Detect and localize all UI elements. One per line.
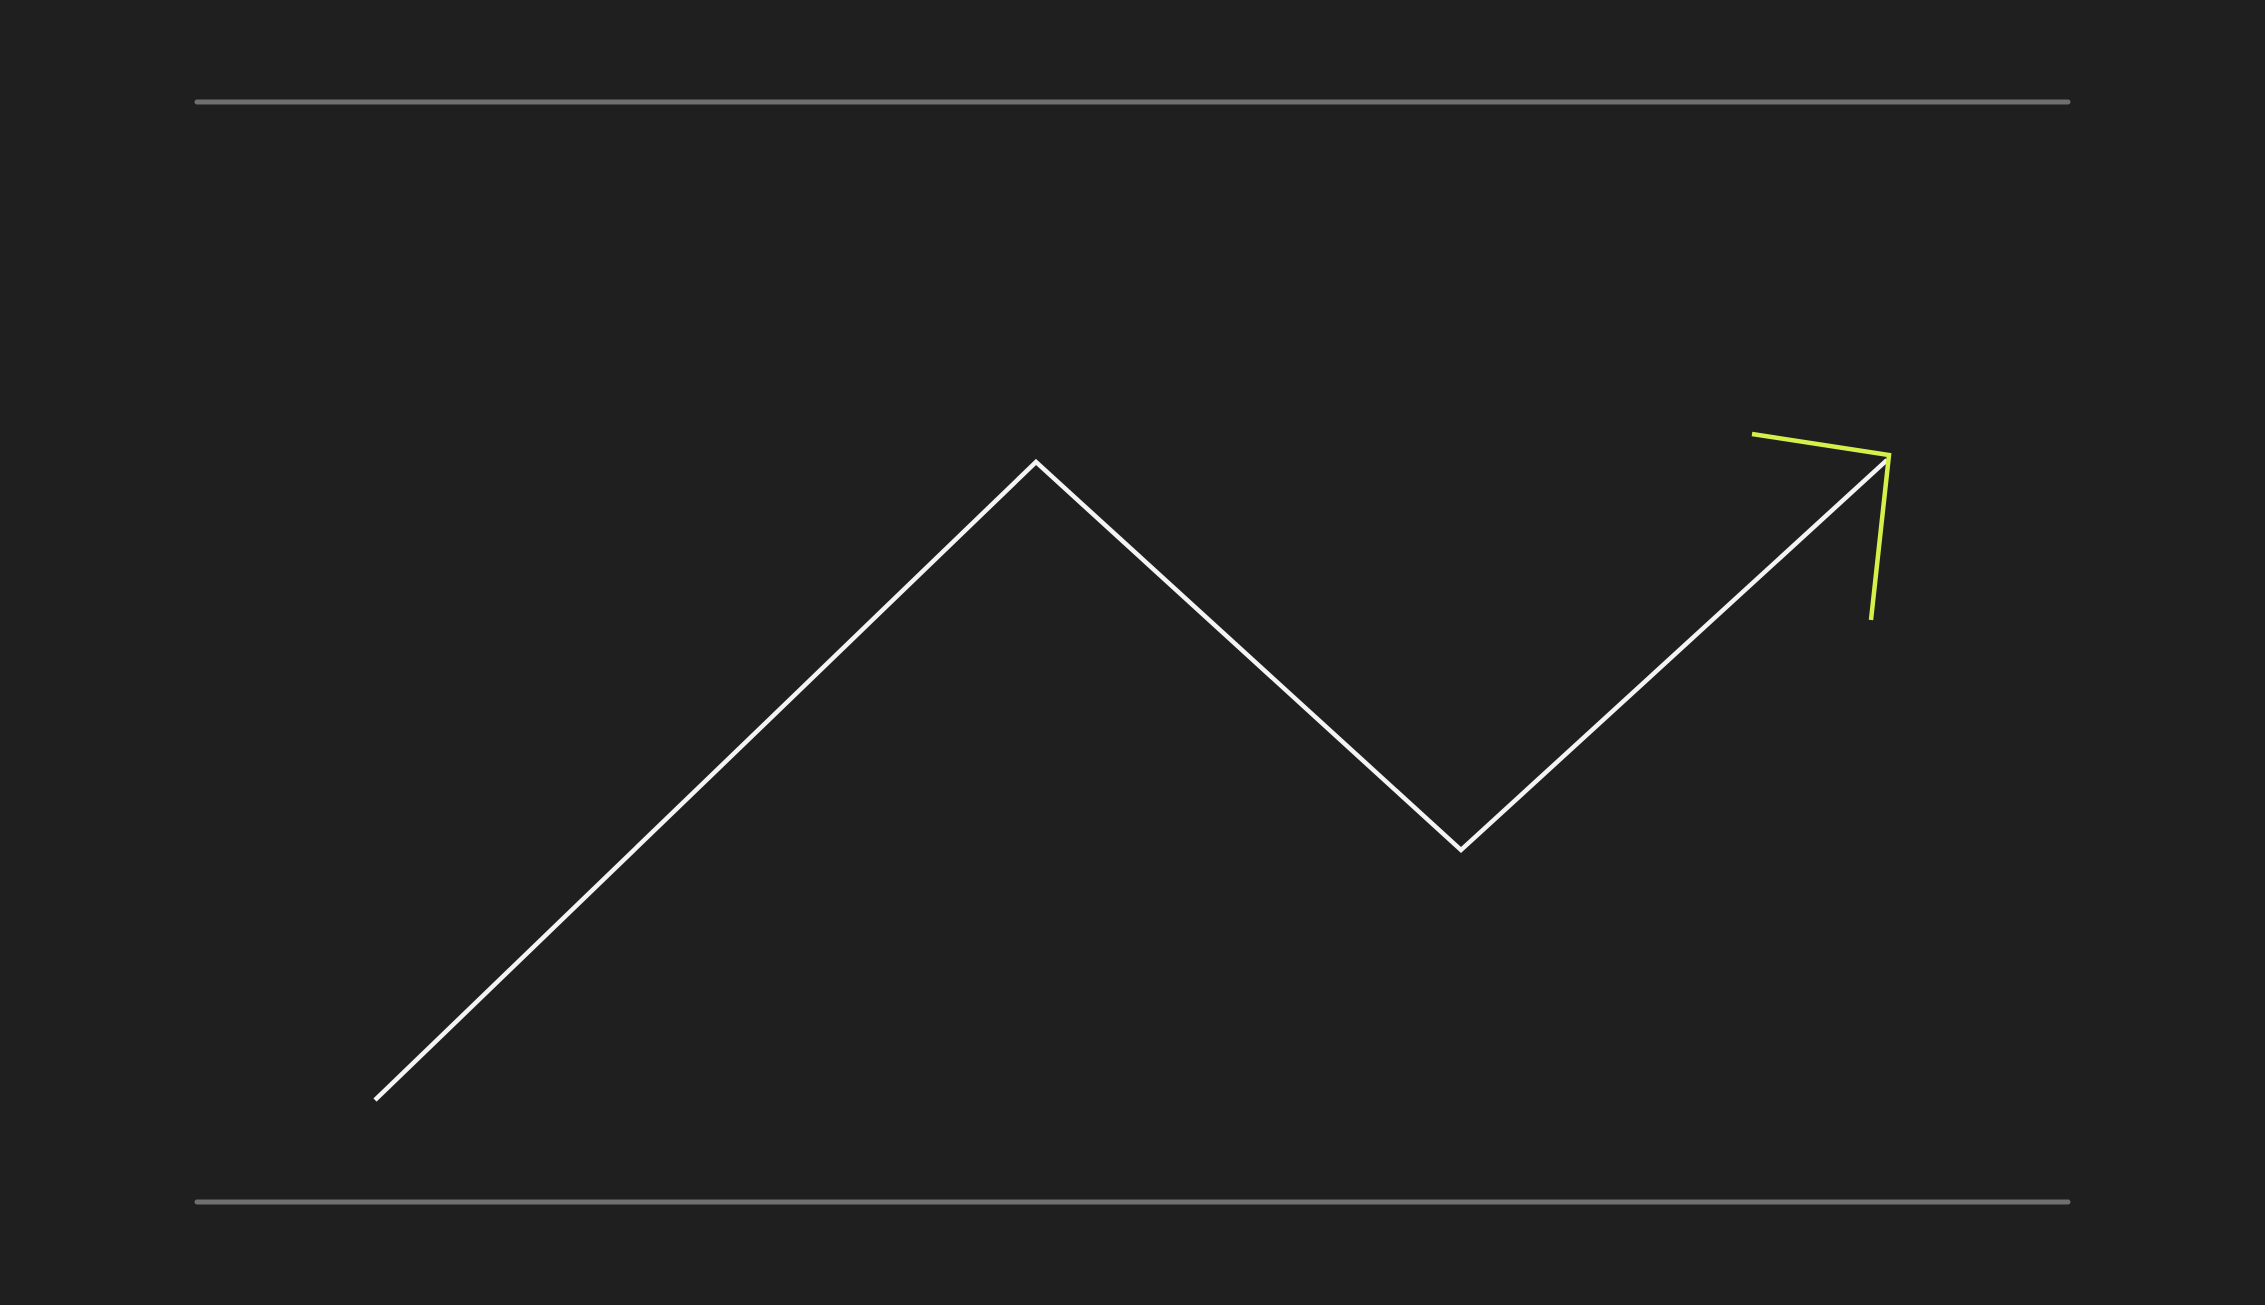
trend-line bbox=[373, 458, 1889, 1102]
arrowhead-icon bbox=[1751, 431, 1892, 621]
